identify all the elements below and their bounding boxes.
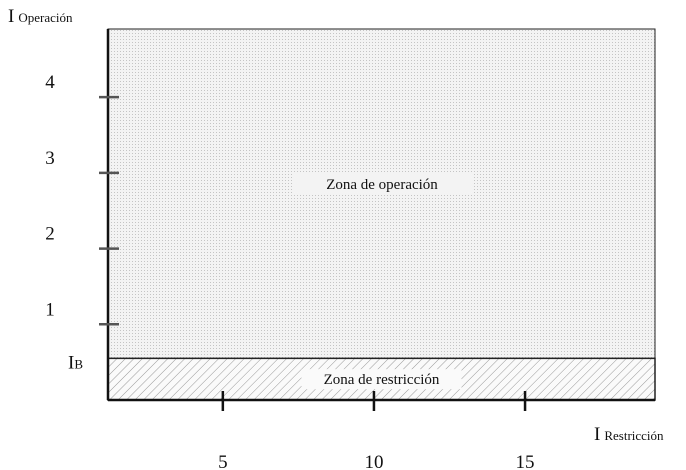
restriction-zone-label: Zona de restricción xyxy=(324,372,440,388)
y-axis-label-main: I xyxy=(8,6,14,27)
y-tick-label: 3 xyxy=(45,148,55,169)
x-tick-label: 10 xyxy=(364,452,383,470)
x-tick-label: 5 xyxy=(218,452,228,470)
threshold-label-main: I xyxy=(68,352,74,373)
y-tick-label: 4 xyxy=(45,72,55,93)
zone-label-bg xyxy=(292,172,472,194)
y-tick-label: 1 xyxy=(45,299,55,320)
x-axis-label: I Restricción xyxy=(594,424,664,445)
x-axis-label-sub: Restricción xyxy=(604,428,664,443)
threshold-label-sub: B xyxy=(74,356,83,371)
y-tick-label: 2 xyxy=(45,224,55,245)
x-tick-label: 15 xyxy=(516,452,535,470)
operation-zone-label: Zona de operación xyxy=(326,177,438,193)
zone-label-bg xyxy=(301,369,462,390)
y-axis-label: I Operación xyxy=(8,6,73,27)
y-axis-label-sub: Operación xyxy=(18,10,73,25)
threshold-label: IB xyxy=(68,352,83,373)
x-axis-label-main: I xyxy=(594,424,600,445)
